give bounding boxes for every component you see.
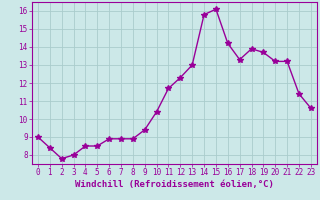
X-axis label: Windchill (Refroidissement éolien,°C): Windchill (Refroidissement éolien,°C) bbox=[75, 180, 274, 189]
